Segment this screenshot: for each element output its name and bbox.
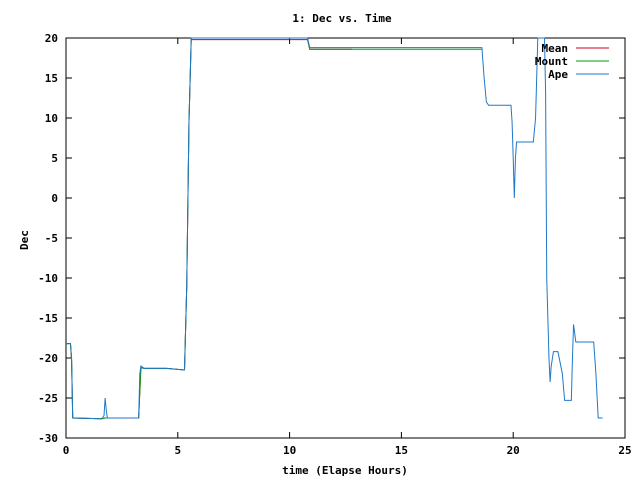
y-tick-label: -25 [38, 392, 58, 405]
y-tick-label: -5 [45, 232, 58, 245]
y-tick-label: -15 [38, 312, 58, 325]
y-tick-label: 0 [51, 192, 58, 205]
legend-label-mean: Mean [542, 42, 569, 55]
y-tick-label: 10 [45, 112, 58, 125]
y-tick-label: -30 [38, 432, 58, 445]
x-tick-label: 25 [618, 444, 631, 457]
x-tick-label: 20 [507, 444, 520, 457]
series-line-ape [66, 37, 603, 420]
y-tick-label: 5 [51, 152, 58, 165]
x-axis-label: time (Elapse Hours) [282, 464, 408, 477]
y-tick-label: 20 [45, 32, 58, 45]
series-lines [66, 37, 603, 420]
plot-border [65, 37, 626, 439]
x-tick-label: 0 [63, 444, 70, 457]
x-tick-label: 15 [395, 444, 408, 457]
x-tick-label: 5 [174, 444, 181, 457]
axis-ticks: 0 5 10 15 20 25 20 15 10 5 0 -5 -10 -15 -20 -25 -30 [38, 32, 632, 457]
legend-label-mount: Mount [535, 55, 568, 68]
chart-title: 1: Dec vs. Time [292, 12, 392, 25]
legend-label-ape: Ape [548, 68, 568, 81]
y-tick-label: 15 [45, 72, 58, 85]
y-tick-label: -20 [38, 352, 58, 365]
series-line-mean [66, 39, 353, 420]
y-tick-label: -10 [38, 272, 58, 285]
series-line-mount [66, 37, 482, 420]
x-tick-label: 10 [283, 444, 296, 457]
y-axis-label: Dec [18, 230, 31, 250]
plot-frame [65, 37, 626, 439]
